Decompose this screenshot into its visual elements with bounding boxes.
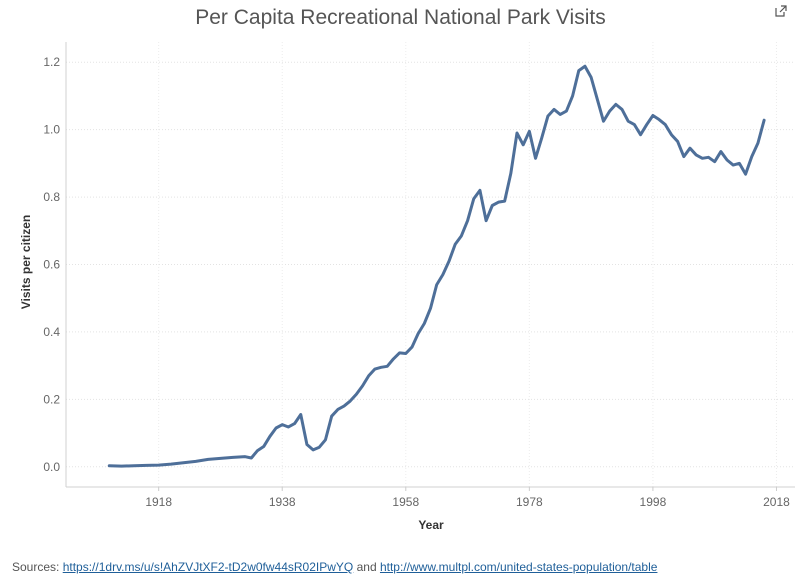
x-tick-label: 1998 [640, 495, 667, 509]
sources-and: and [356, 560, 377, 574]
x-tick-label: 1938 [269, 495, 296, 509]
y-tick-label: 0.2 [43, 392, 60, 406]
line-chart: 0.00.20.40.60.81.01.2 1918 1938 1958 1978 19… [19, 42, 795, 532]
x-tick-label: 2018 [763, 495, 790, 509]
y-axis-label: Visits per citizen [19, 215, 33, 309]
x-tick-label: 1978 [516, 495, 543, 509]
chart-title: Per Capita Recreational National Park Vi… [195, 6, 606, 29]
x-axis-label: Year [418, 518, 444, 532]
axes [65, 42, 795, 488]
x-axis-ticks: 1918 1938 1958 1978 1998 2018 [145, 487, 790, 509]
y-tick-label: 1.2 [43, 55, 60, 69]
x-tick-label: 1918 [145, 495, 172, 509]
external-link-icon[interactable] [774, 4, 788, 18]
series-line[interactable] [107, 64, 766, 468]
gridlines [66, 42, 795, 487]
y-tick-label: 0.8 [43, 190, 60, 204]
y-tick-label: 0.4 [43, 325, 60, 339]
sources-prefix: Sources: [12, 560, 60, 574]
sources-note: Sources: https://1drv.ms/u/s!AhZVJtXF2-t… [12, 560, 657, 574]
source-link-1[interactable]: https://1drv.ms/u/s!AhZVJtXF2-tD2w0fw44s… [62, 560, 354, 574]
source-link-2[interactable]: http://www.multpl.com/united-states-popu… [379, 560, 658, 574]
series-layer [107, 64, 766, 468]
y-tick-label: 0.0 [43, 460, 60, 474]
x-tick-label: 1958 [392, 495, 419, 509]
y-tick-label: 1.0 [43, 123, 60, 137]
y-axis-ticks: 0.0 0.2 0.4 0.6 0.8 1.0 1.2 [43, 55, 60, 474]
y-tick-label: 0.6 [43, 258, 60, 272]
